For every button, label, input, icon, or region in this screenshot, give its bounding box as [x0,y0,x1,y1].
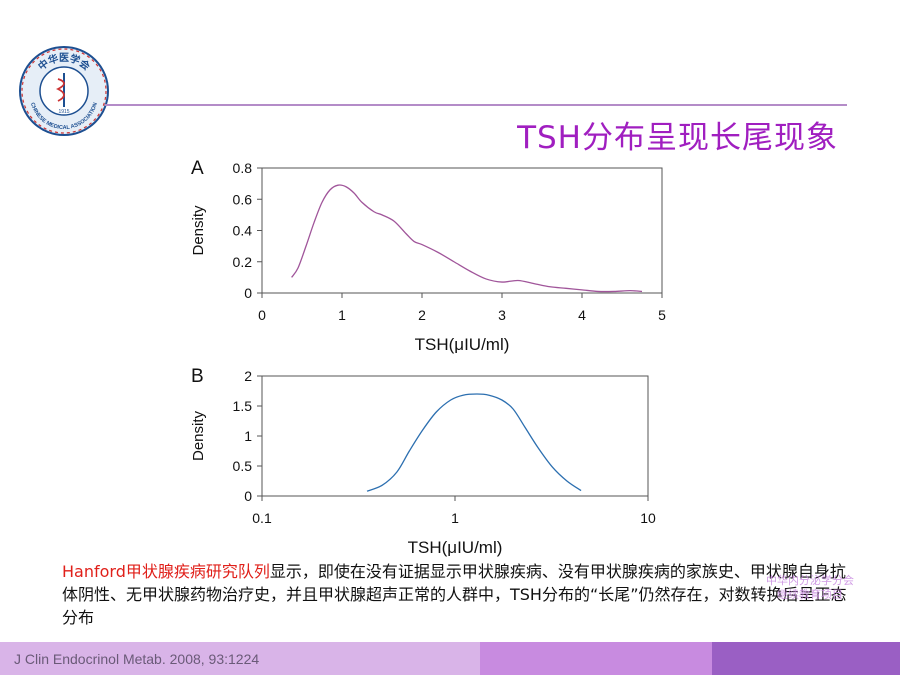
chart-a-series-line [291,184,643,293]
chinese-medical-association-logo: 中华医学会 CHINESE MEDICAL ASSOCIATION 1915 [19,46,109,136]
watermark: 中华内分泌学分会 继续教育项目 [758,574,862,602]
logo-text-top: 中华医学会 [35,52,92,73]
chart-b-frame [261,375,649,497]
chart-a-panel-label: A [191,158,204,179]
footer-segment-1: J Clin Endocrinol Metab. 2008, 93:1224 [0,642,480,675]
chart-b-xlabel: TSH(μIU/ml) [408,538,503,557]
chart-a-frame [261,167,663,294]
chart-a-xtick-label: 2 [418,307,426,323]
caption: Hanford甲状腺疾病研究队列显示，即使在没有证据显示甲状腺疾病、没有甲状腺疾… [62,560,852,629]
chart-b-ytick-label: 2 [244,368,252,384]
watermark-line-1: 中华内分泌学分会 [766,574,854,587]
chart-a-ylabel: Density [190,205,207,256]
chart-b-xtick-label: 1 [451,510,459,526]
chart-b-ytick-label: 1.5 [233,398,253,414]
chart-b-xtick-label: 10 [640,510,656,526]
chart-a-xtick-label: 5 [658,307,666,323]
density-plot-b: B 0 0.5 1 1.5 2 0.1 1 10 TSH(μIU/ml) Density [190,366,656,557]
footer-segment-2 [480,642,712,675]
chart-b-ylabel: Density [190,410,207,461]
chart-a-xlabel: TSH(μIU/ml) [415,335,510,354]
header-divider [105,104,847,106]
chart-b-ytick-label: 0.5 [233,458,253,474]
chart-b-series-line [366,393,582,492]
chart-a-ytick-label: 0.4 [233,223,253,239]
chart-b-panel-label: B [191,366,204,387]
chart-a-xtick-label: 3 [498,307,506,323]
chart-a-ytick-label: 0 [244,285,252,301]
chart-b-ytick-label: 1 [244,428,252,444]
chart-b-ytick-label: 0 [244,488,252,504]
density-plot-a: A 0 0.2 0.4 0.6 0.8 0 1 2 3 4 5 TSH(μIU/ml) Density [190,158,666,354]
footer-segment-3 [712,642,900,675]
watermark-line-2: 继续教育项目 [777,588,843,601]
caption-text: 显示，即使在没有证据显示甲状腺疾病、没有甲状腺疾病的家族史、甲状腺自身抗体阴性、… [62,562,847,627]
chart-a-ytick-label: 0.6 [233,191,253,207]
slide-title: TSH分布呈现长尾现象 [517,120,838,156]
chart-b-xtick-label: 0.1 [252,510,272,526]
svg-text:中华医学会: 中华医学会 [35,52,92,73]
logo-year: 1915 [58,109,69,115]
citation: J Clin Endocrinol Metab. 2008, 93:1224 [14,651,260,667]
chart-a-ytick-label: 0.2 [233,254,253,270]
footer-bar: J Clin Endocrinol Metab. 2008, 93:1224 [0,642,900,675]
chart-a-xtick-label: 1 [338,307,346,323]
caption-highlight: Hanford甲状腺疾病研究队列 [62,562,270,581]
chart-a-ytick-label: 0.8 [233,160,253,176]
chart-a-xtick-label: 0 [258,307,266,323]
chart-a-xtick-label: 4 [578,307,586,323]
